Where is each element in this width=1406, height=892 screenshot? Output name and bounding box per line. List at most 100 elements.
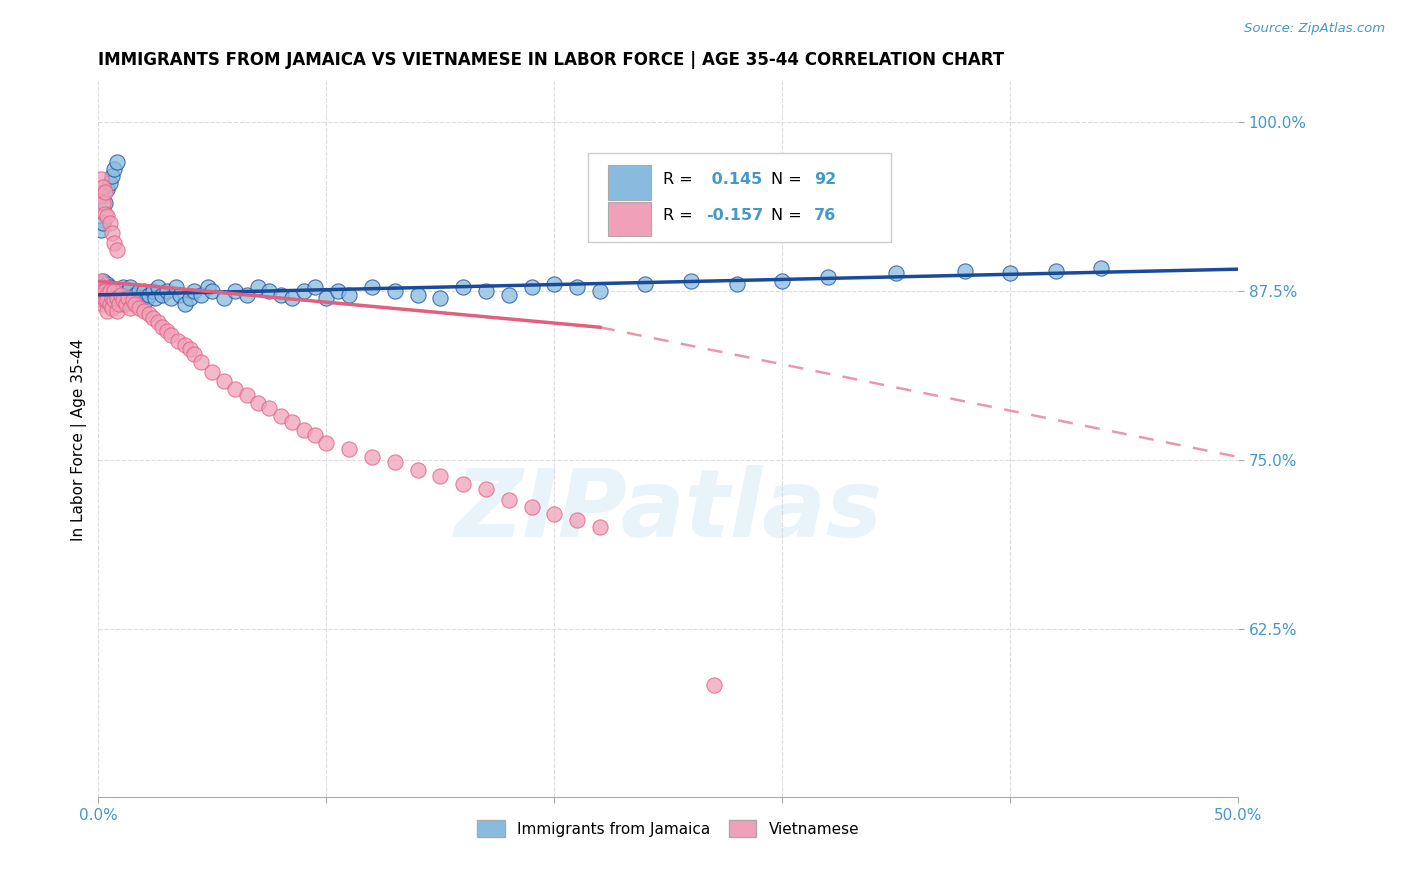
Point: [90, 171, 112, 186]
Point: [543, 277, 565, 291]
Point: [120, 279, 142, 293]
Point: [91, 179, 114, 194]
Text: N =: N =: [770, 172, 807, 187]
Point: [94, 284, 117, 298]
Point: [543, 507, 565, 521]
Point: [212, 374, 235, 388]
Point: [131, 291, 153, 305]
Point: [110, 288, 132, 302]
Point: [117, 284, 139, 298]
Point: [90, 293, 112, 308]
Point: [98, 176, 121, 190]
Point: [150, 288, 173, 302]
Point: [108, 288, 131, 302]
Point: [103, 284, 125, 298]
Point: [475, 284, 498, 298]
Point: [98, 288, 121, 302]
Point: [361, 450, 384, 464]
Point: [91, 297, 114, 311]
Point: [91, 216, 114, 230]
Point: [179, 342, 201, 356]
Point: [105, 284, 128, 298]
Point: [429, 468, 451, 483]
Legend: Immigrants from Jamaica, Vietnamese: Immigrants from Jamaica, Vietnamese: [471, 814, 865, 844]
Point: [98, 284, 121, 298]
Bar: [607, 165, 651, 200]
Point: [150, 320, 173, 334]
Point: [292, 423, 315, 437]
Point: [114, 297, 136, 311]
Point: [135, 293, 157, 308]
Point: [127, 293, 149, 308]
Point: [132, 284, 155, 298]
Point: [703, 678, 725, 692]
Point: [259, 284, 281, 298]
Point: [498, 493, 520, 508]
Text: 0.145: 0.145: [706, 172, 762, 187]
Point: [451, 279, 474, 293]
Point: [90, 277, 112, 291]
Point: [498, 288, 520, 302]
Point: [589, 284, 612, 298]
Point: [565, 279, 588, 293]
Point: [165, 279, 187, 293]
Point: [105, 288, 128, 302]
Point: [90, 291, 112, 305]
FancyBboxPatch shape: [589, 153, 890, 243]
Point: [112, 293, 135, 308]
Point: [326, 284, 349, 298]
Point: [94, 293, 117, 308]
Point: [183, 347, 205, 361]
Point: [94, 196, 117, 211]
Point: [160, 291, 183, 305]
Point: [105, 244, 128, 258]
Point: [246, 396, 269, 410]
Point: [201, 365, 224, 379]
Point: [105, 291, 128, 305]
Point: [953, 263, 976, 277]
Point: [101, 291, 124, 305]
Point: [384, 455, 406, 469]
Point: [91, 284, 114, 298]
Point: [1090, 260, 1112, 275]
Point: [96, 293, 118, 308]
Point: [246, 279, 269, 293]
Point: [91, 284, 114, 298]
Point: [103, 293, 125, 308]
Point: [94, 207, 117, 221]
Point: [96, 293, 118, 308]
Point: [224, 284, 246, 298]
Point: [1045, 263, 1067, 277]
Point: [406, 463, 429, 477]
Point: [103, 236, 125, 251]
Text: IMMIGRANTS FROM JAMAICA VS VIETNAMESE IN LABOR FORCE | AGE 35-44 CORRELATION CHA: IMMIGRANTS FROM JAMAICA VS VIETNAMESE IN…: [98, 51, 1004, 69]
Point: [270, 409, 292, 424]
Point: [292, 284, 315, 298]
Point: [120, 301, 142, 316]
Point: [156, 284, 179, 298]
Point: [160, 328, 183, 343]
Text: N =: N =: [770, 209, 807, 223]
Point: [90, 274, 112, 288]
Point: [121, 293, 143, 308]
Point: [91, 274, 114, 288]
Point: [179, 291, 201, 305]
Point: [190, 355, 212, 369]
Point: [235, 288, 257, 302]
Point: [101, 169, 124, 183]
Point: [94, 291, 117, 305]
Point: [270, 288, 292, 302]
Point: [91, 196, 114, 211]
Point: [108, 297, 131, 311]
Point: [235, 388, 257, 402]
Point: [114, 291, 136, 305]
Point: [884, 266, 907, 280]
Point: [90, 284, 112, 298]
Text: R =: R =: [662, 209, 697, 223]
Point: [817, 270, 839, 285]
Bar: [607, 202, 651, 235]
Point: [103, 162, 125, 177]
Point: [190, 288, 212, 302]
Point: [167, 334, 190, 348]
Point: [98, 216, 121, 230]
